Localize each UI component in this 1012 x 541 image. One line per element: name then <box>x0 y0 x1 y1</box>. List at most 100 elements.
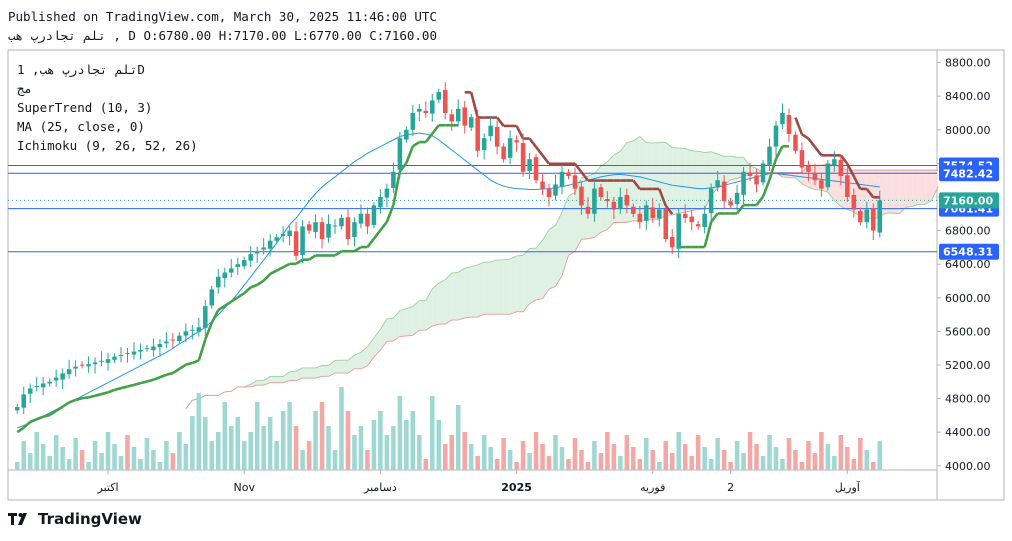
candle-body[interactable] <box>183 331 189 336</box>
candle-body[interactable] <box>715 180 720 187</box>
candle-body[interactable] <box>468 117 474 128</box>
candle-body[interactable] <box>79 364 85 366</box>
candle-body[interactable] <box>501 146 506 160</box>
candle-body[interactable] <box>747 172 753 176</box>
candle-body[interactable] <box>47 381 52 384</box>
candle-body[interactable] <box>384 188 390 198</box>
candle-body[interactable] <box>326 223 331 238</box>
candle-body[interactable] <box>553 184 558 196</box>
candle-body[interactable] <box>34 386 39 387</box>
candle-body[interactable] <box>222 272 228 279</box>
candle-body[interactable] <box>793 134 798 151</box>
legend-ma[interactable]: MA (25, close, 0) <box>17 119 145 134</box>
candle-body[interactable] <box>410 113 416 130</box>
candle-body[interactable] <box>99 360 104 362</box>
candle-body[interactable] <box>261 247 266 250</box>
candle-body[interactable] <box>462 107 467 126</box>
candle-body[interactable] <box>871 208 876 231</box>
candle-body[interactable] <box>754 175 759 185</box>
candle-body[interactable] <box>274 237 279 241</box>
candle-body[interactable] <box>170 339 176 341</box>
candle-body[interactable] <box>832 159 837 166</box>
candle-body[interactable] <box>105 359 111 363</box>
candle-body[interactable] <box>540 181 545 189</box>
candle-body[interactable] <box>773 125 779 147</box>
candle-body[interactable] <box>203 306 208 328</box>
candle-body[interactable] <box>695 224 701 227</box>
candle-body[interactable] <box>40 383 46 388</box>
candle-body[interactable] <box>216 276 221 288</box>
candle-body[interactable] <box>345 217 351 239</box>
legend-ichimoku[interactable]: Ichimoku (9, 26, 52, 26) <box>17 138 198 153</box>
candle-body[interactable] <box>488 125 493 137</box>
candle-body[interactable] <box>151 346 156 351</box>
candle-body[interactable] <box>546 188 552 197</box>
candle-body[interactable] <box>520 143 526 172</box>
candle-body[interactable] <box>254 251 260 254</box>
candle-body[interactable] <box>527 159 532 172</box>
candle-body[interactable] <box>144 348 150 350</box>
candle-body[interactable] <box>442 89 448 113</box>
candle-body[interactable] <box>196 327 202 332</box>
candle-body[interactable] <box>53 377 59 381</box>
candle-body[interactable] <box>66 369 72 375</box>
candle-body[interactable] <box>689 216 694 223</box>
candle-body[interactable] <box>352 222 357 237</box>
candle-body[interactable] <box>631 206 636 214</box>
candle-body[interactable] <box>494 126 500 147</box>
candle-body[interactable] <box>579 186 584 206</box>
candle-body[interactable] <box>559 171 565 187</box>
candle-body[interactable] <box>533 157 539 181</box>
candle-body[interactable] <box>851 194 857 210</box>
candle-body[interactable] <box>371 205 377 226</box>
candle-body[interactable] <box>676 213 681 249</box>
candle-body[interactable] <box>767 146 772 165</box>
candle-body[interactable] <box>585 206 591 214</box>
candle-body[interactable] <box>306 224 312 231</box>
candle-body[interactable] <box>812 173 818 181</box>
candle-body[interactable] <box>423 110 429 113</box>
candle-body[interactable] <box>838 159 844 176</box>
candle-body[interactable] <box>267 240 273 249</box>
candle-body[interactable] <box>397 138 403 170</box>
candle-body[interactable] <box>112 356 117 360</box>
candle-body[interactable] <box>455 108 461 122</box>
candle-body[interactable] <box>73 366 78 369</box>
candle-body[interactable] <box>741 171 746 195</box>
candle-body[interactable] <box>138 349 143 352</box>
candle-body[interactable] <box>819 180 824 189</box>
candle-body[interactable] <box>157 344 163 348</box>
candle-body[interactable] <box>806 165 811 172</box>
candle-body[interactable] <box>825 163 831 188</box>
candle-body[interactable] <box>734 192 740 205</box>
candle-body[interactable] <box>164 341 169 344</box>
candle-body[interactable] <box>572 175 578 189</box>
candle-body[interactable] <box>209 289 215 306</box>
candle-body[interactable] <box>21 394 26 408</box>
candle-body[interactable] <box>417 108 422 112</box>
candle-body[interactable] <box>131 351 137 355</box>
candle-body[interactable] <box>624 194 630 206</box>
candle-body[interactable] <box>248 254 253 261</box>
candle-body[interactable] <box>618 197 623 209</box>
candle-body[interactable] <box>287 230 292 236</box>
candle-body[interactable] <box>313 222 318 232</box>
candle-body[interactable] <box>514 140 519 143</box>
candle-body[interactable] <box>404 129 409 140</box>
candle-body[interactable] <box>605 199 610 202</box>
candle-body[interactable] <box>864 209 870 223</box>
candle-body[interactable] <box>780 113 785 125</box>
candle-body[interactable] <box>280 233 286 236</box>
candle-body[interactable] <box>228 268 234 273</box>
candle-body[interactable] <box>566 172 571 176</box>
candle-body[interactable] <box>877 200 883 233</box>
candle-body[interactable] <box>14 407 20 411</box>
candle-body[interactable] <box>430 100 435 114</box>
candle-body[interactable] <box>598 187 604 197</box>
candle-body[interactable] <box>475 117 480 151</box>
tradingview-logo[interactable]: TradingView <box>8 510 142 528</box>
candle-body[interactable] <box>669 236 675 248</box>
candle-body[interactable] <box>339 218 344 227</box>
candle-body[interactable] <box>235 264 241 268</box>
